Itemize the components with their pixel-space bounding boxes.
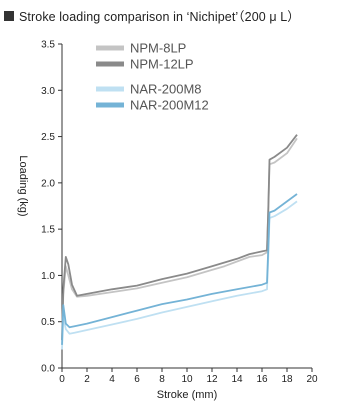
y-tick-label: 3.0	[41, 86, 55, 97]
chart-title-row: Stroke loading comparison in ‘Nichipet’（…	[4, 6, 300, 25]
y-tick-label: 1.5	[41, 225, 55, 236]
y-tick-label: 0.5	[41, 317, 55, 328]
x-tick-label: 4	[109, 374, 115, 385]
x-axis-title: Stroke (mm)	[157, 389, 218, 401]
series-line-nar-200m12	[61, 193, 298, 345]
y-tick-label: 2.0	[41, 178, 55, 189]
chart-title: Stroke loading comparison in ‘Nichipet’（…	[19, 10, 300, 24]
x-tick-label: 16	[256, 374, 268, 385]
ticks: 0 2 4 6 8 10 12 14 16 18 20 0.0 0.5 1.0 1.5 2.0 2.5 3.0 3.…	[41, 40, 318, 386]
x-tick-label: 14	[231, 374, 243, 385]
y-tick-label: 3.5	[41, 40, 55, 51]
x-tick-label: 6	[134, 374, 140, 385]
y-tick-label: 1.0	[41, 271, 55, 282]
y-tick-label: 0.0	[41, 364, 55, 375]
x-tick-label: 2	[84, 374, 90, 385]
x-tick-label: 20	[306, 374, 318, 385]
x-tick-label: 18	[281, 374, 293, 385]
legend-label: NPM-8LP	[130, 41, 186, 56]
legend-label: NPM-12LP	[130, 57, 194, 72]
series-layer	[61, 134, 298, 350]
series-line-npm-12lp	[61, 134, 298, 341]
x-tick-label: 8	[159, 374, 165, 385]
series-line-npm-8lp	[61, 137, 298, 341]
legend-label: NAR-200M8	[130, 82, 202, 97]
x-tick-label: 0	[59, 374, 65, 385]
legend-label: NAR-200M12	[130, 98, 209, 113]
title-square-icon	[4, 10, 14, 21]
y-axis-title: Loading (kg)	[17, 155, 29, 216]
x-tick-label: 12	[206, 374, 218, 385]
y-tick-label: 2.5	[41, 132, 55, 143]
x-tick-label: 10	[181, 374, 193, 385]
